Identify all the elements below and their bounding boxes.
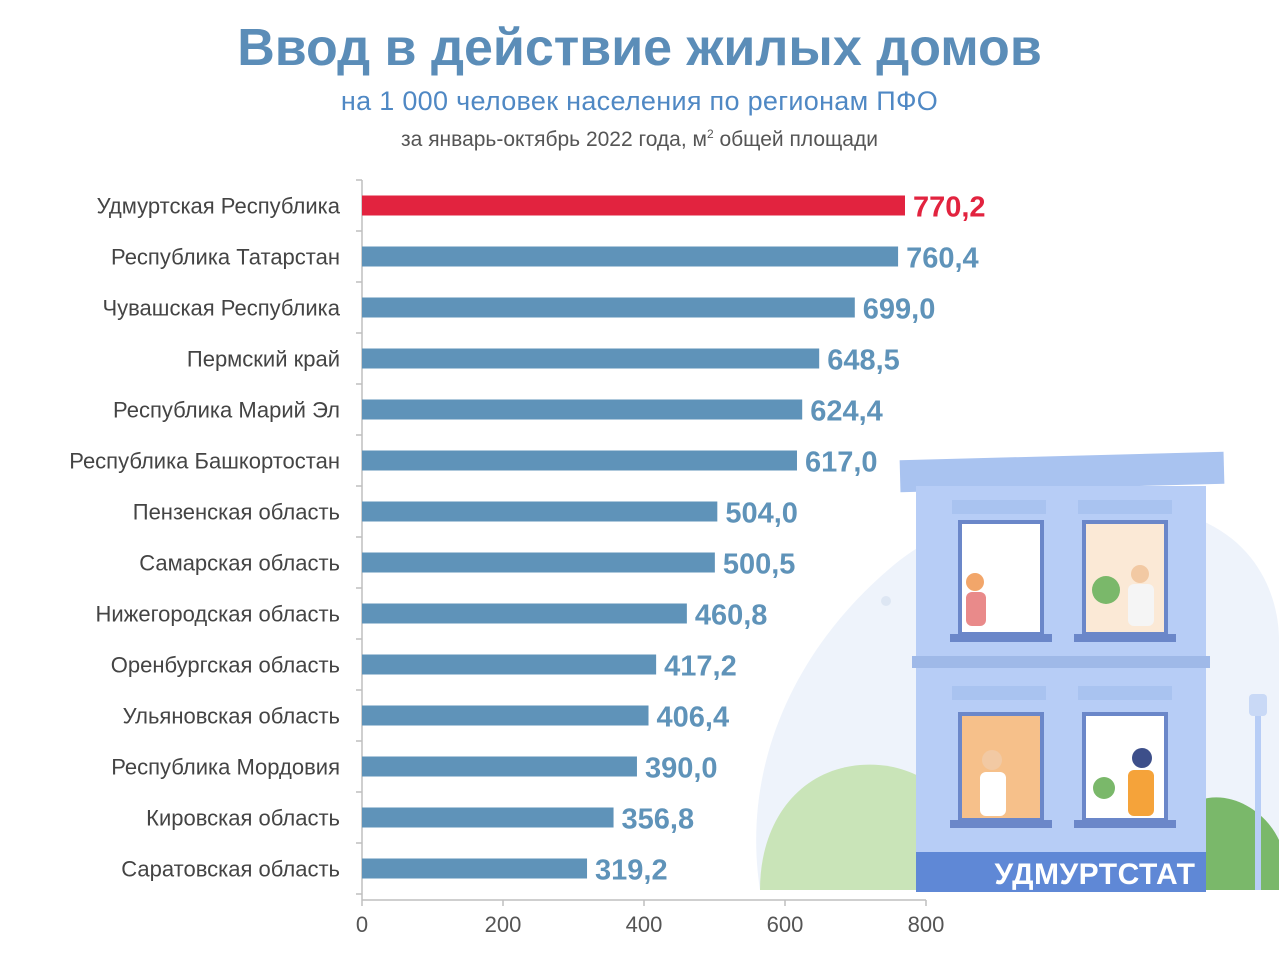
window-sill [950,820,1052,828]
value-label: 460,8 [695,600,768,632]
value-label: 760,4 [906,243,979,275]
bar [362,246,899,267]
category-label: Нижегородская область [95,602,340,627]
decor-dot [881,596,891,606]
window-awning [1078,686,1172,700]
value-label: 356,8 [622,804,695,836]
chart-note: за январь-октябрь 2022 года, м2 общей пл… [0,127,1279,152]
bar [362,450,797,471]
lamp-post [1255,712,1261,890]
value-label: 648,5 [827,345,900,377]
x-tick-label: 800 [908,912,945,937]
bar [362,297,855,318]
value-label: 617,0 [805,447,878,479]
window-sill [950,634,1052,642]
bar [362,807,614,828]
window-sill [1074,820,1176,828]
plant-icon [1092,576,1120,604]
category-label: Республика Марий Эл [113,398,340,423]
person-icon [1128,770,1154,816]
value-label: 390,0 [645,753,718,785]
person-icon [982,750,1002,770]
bar [362,399,803,420]
bar [362,348,820,369]
category-label: Самарская область [139,551,340,576]
logo-banner [916,852,1206,892]
bar [362,654,657,675]
bar [362,552,715,573]
window-sill [1074,634,1176,642]
value-label: 624,4 [810,396,883,428]
category-label: Республика Татарстан [111,245,340,270]
value-label: 406,4 [657,702,730,734]
category-label: Республика Башкортостан [69,449,340,474]
note-tail: общей площади [713,128,878,151]
person-icon [980,772,1006,816]
bar [362,195,905,216]
plant-icon [1093,777,1115,799]
category-label: Оренбургская область [111,653,340,678]
value-label: 417,2 [664,651,737,683]
note-main: за январь-октябрь 2022 года, м [401,128,707,151]
axis-layer: 0 200 400 600 800 [356,179,945,937]
bars-layer: Удмуртская Республика 770,2 Республика Тат… [69,192,985,887]
x-tick-label: 200 [485,912,522,937]
bar [362,705,649,726]
category-label: Удмуртская Республика [97,194,341,219]
chart-title: Ввод в действие жилых домов [237,19,1042,77]
x-tick-label: 0 [356,912,368,937]
person-icon [966,592,986,626]
category-label: Республика Мордовия [111,755,340,780]
category-label: Саратовская область [121,857,340,882]
person-icon [966,573,984,591]
value-label: 699,0 [863,294,936,326]
window-awning [1078,500,1172,514]
window-awning [952,686,1046,700]
lamp-head [1249,694,1267,716]
logo-text: УДМУРТСТАТ [995,858,1196,891]
category-label: Пермский край [187,347,340,372]
x-tick-label: 400 [626,912,663,937]
value-label: 504,0 [725,498,798,530]
note-superscript: 2 [706,127,714,141]
person-icon [1132,748,1152,768]
bar [362,858,588,879]
bar [362,501,718,522]
value-label: 770,2 [913,192,986,224]
person-icon [1128,584,1154,626]
value-label: 319,2 [595,855,668,887]
building-illustration: УДМУРТСТАТ [756,451,1279,892]
building-roof [899,451,1225,493]
value-label: 500,5 [723,549,796,581]
category-label: Чувашская Республика [102,296,340,321]
person-icon [1131,565,1149,583]
category-label: Ульяновская область [123,704,340,729]
bar [362,756,637,777]
window-awning [952,500,1046,514]
category-label: Пензенская область [133,500,340,525]
x-tick-label: 600 [767,912,804,937]
category-label: Кировская область [146,806,340,831]
chart-subtitle: на 1 000 человек населения по регионам П… [340,86,939,116]
bar [362,603,687,624]
building-ledge [912,656,1210,668]
